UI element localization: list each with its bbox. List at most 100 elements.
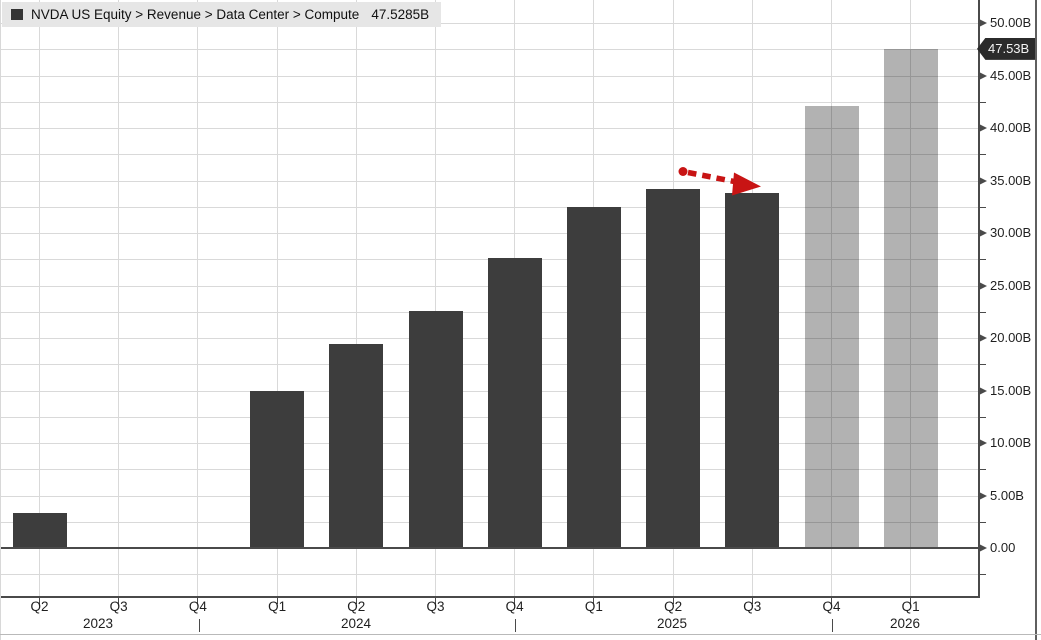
- y-major-tick-arrow-icon: [979, 281, 987, 290]
- y-axis-label: 35.00B: [990, 172, 1032, 188]
- y-axis-label: 15.00B: [990, 382, 1032, 398]
- horizontal-gridline: [0, 102, 978, 103]
- horizontal-gridline: [0, 76, 978, 77]
- x-tick: [118, 596, 119, 604]
- vertical-gridline: [356, 0, 357, 596]
- y-axis-label: 10.00B: [990, 435, 1032, 450]
- window-border-left: [0, 0, 1, 640]
- year-divider-tick: [832, 619, 833, 632]
- y-axis-label: 5.00B: [990, 487, 1024, 503]
- vertical-gridline: [831, 0, 832, 596]
- series-last-value: 47.5285B: [371, 7, 430, 22]
- zero-baseline: [0, 547, 978, 549]
- x-tick: [673, 596, 674, 604]
- y-major-tick-arrow-icon: [979, 229, 987, 237]
- x-axis-line: [0, 596, 980, 598]
- series-swatch-icon: [11, 9, 23, 20]
- y-axis-label: 25.00B: [990, 277, 1032, 293]
- x-axis-quarter-label: Q3: [109, 599, 128, 614]
- y-minor-tick: [978, 102, 986, 103]
- bar-q1-2025: [566, 206, 621, 548]
- horizontal-gridline: [0, 181, 978, 182]
- y-minor-tick: [978, 259, 986, 260]
- bar-q2-2024: [329, 344, 384, 548]
- x-tick: [435, 596, 436, 604]
- arrow-head-icon: [732, 172, 761, 196]
- x-axis-quarter-label: Q4: [188, 599, 207, 614]
- actual-bars-layer: [12, 188, 780, 548]
- x-axis-year-label: 2025: [656, 616, 688, 631]
- y-major-tick-arrow-icon: [979, 439, 987, 447]
- decline-arrow-annotation: [678, 167, 761, 196]
- vertical-gridline: [277, 0, 278, 596]
- bar-q2-2023: [12, 513, 67, 548]
- vertical-gridline: [197, 0, 198, 596]
- bar-q1-2024: [250, 390, 305, 548]
- last-price-tag: 47.53B: [977, 37, 1037, 60]
- y-major-tick-arrow-icon: [979, 334, 987, 342]
- arrow-dashed-shaft-icon: [687, 169, 738, 185]
- y-minor-tick: [978, 364, 986, 365]
- window-border-bottom: [0, 634, 1041, 635]
- y-axis-label: 30.00B: [990, 225, 1032, 240]
- plot-area[interactable]: [0, 0, 978, 596]
- bar-q3-2024: [408, 310, 463, 548]
- y-axis-label: 40.00B: [990, 120, 1032, 135]
- x-tick: [910, 596, 911, 604]
- year-divider-tick: [515, 619, 516, 632]
- vertical-gridline: [39, 0, 40, 596]
- x-axis-quarter-label: Q2: [347, 599, 366, 614]
- y-major-tick-arrow-icon: [979, 176, 987, 185]
- y-axis-label: 0.00: [990, 540, 1016, 555]
- y-major-tick-arrow-icon: [979, 386, 987, 395]
- bar-q4-2024: [487, 258, 542, 548]
- x-axis-quarter-label: Q1: [901, 599, 920, 614]
- x-tick: [831, 596, 832, 604]
- y-minor-tick: [978, 207, 986, 208]
- x-tick: [277, 596, 278, 604]
- x-tick: [752, 596, 753, 604]
- bar-q2-2025: [646, 188, 701, 548]
- x-axis-quarter-label: Q4: [505, 599, 524, 614]
- series-header[interactable]: NVDA US Equity > Revenue > Data Center >…: [2, 2, 442, 27]
- y-major-tick-arrow-icon: [979, 71, 987, 80]
- x-axis-quarter-label: Q2: [664, 599, 683, 614]
- y-axis-label: 20.00B: [990, 330, 1032, 345]
- y-axis-label: 50.00B: [990, 15, 1032, 30]
- x-axis-year-label: 2024: [340, 616, 372, 631]
- x-tick: [39, 596, 40, 604]
- last-price-tag-label: 47.53B: [988, 40, 1030, 56]
- x-tick: [593, 596, 594, 604]
- y-minor-tick: [978, 574, 986, 575]
- arrow-start-dot-icon: [678, 167, 688, 176]
- x-axis-quarter-label: Q3: [426, 599, 445, 614]
- x-axis-quarter-label: Q3: [743, 599, 762, 614]
- x-axis-quarter-label: Q1: [268, 599, 287, 614]
- bar-q3-2025: [725, 193, 780, 548]
- horizontal-gridline: [0, 154, 978, 155]
- y-minor-tick: [978, 417, 986, 418]
- y-major-tick-arrow-icon: [979, 544, 987, 552]
- year-divider-tick: [199, 619, 200, 632]
- y-minor-tick: [978, 469, 986, 470]
- series-breadcrumb: NVDA US Equity > Revenue > Data Center >…: [31, 7, 360, 22]
- x-tick: [356, 596, 357, 604]
- horizontal-gridline: [0, 128, 978, 129]
- horizontal-gridline: [0, 49, 978, 50]
- vertical-gridline: [910, 0, 911, 596]
- y-axis-label: 45.00B: [990, 67, 1032, 83]
- horizontal-gridline: [0, 233, 978, 234]
- y-minor-tick: [978, 154, 986, 155]
- vertical-gridline: [118, 0, 119, 596]
- y-major-tick-arrow-icon: [979, 124, 987, 132]
- x-axis-year-label: 2026: [889, 616, 921, 631]
- x-tick: [197, 596, 198, 604]
- y-major-tick-arrow-icon: [979, 491, 987, 500]
- y-minor-tick: [978, 522, 986, 523]
- horizontal-gridline: [0, 23, 978, 24]
- vertical-gridline: [435, 0, 436, 596]
- x-axis-year-label: 2023: [82, 616, 114, 631]
- x-axis-quarter-label: Q1: [584, 599, 603, 614]
- horizontal-gridline: [0, 574, 978, 575]
